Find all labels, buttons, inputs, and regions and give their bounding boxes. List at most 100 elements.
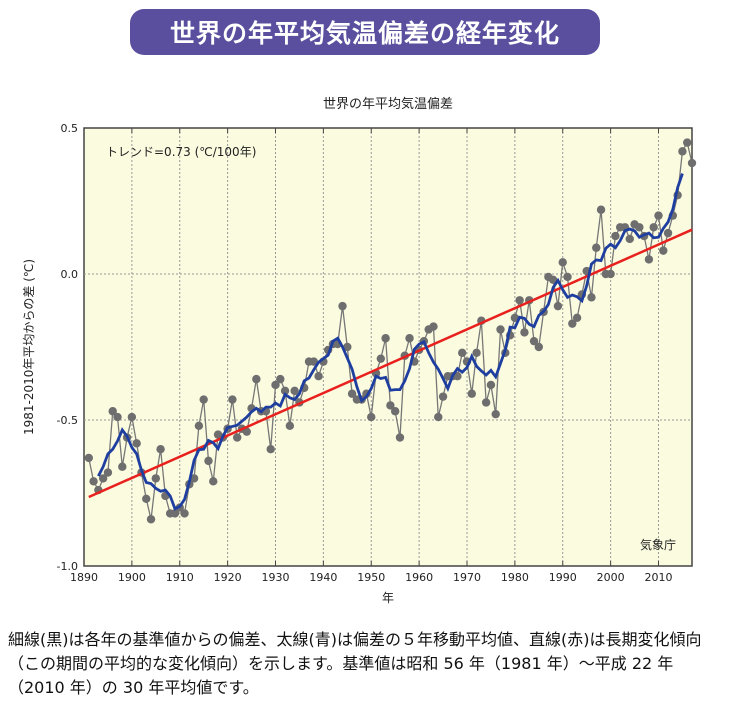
plot-area bbox=[83, 127, 693, 567]
data-point bbox=[405, 334, 414, 343]
data-point bbox=[376, 354, 386, 363]
data-point bbox=[367, 412, 376, 422]
data-point bbox=[347, 389, 357, 398]
data-point bbox=[113, 412, 122, 422]
data-point bbox=[242, 427, 251, 436]
data-point bbox=[338, 301, 347, 311]
data-point bbox=[390, 407, 400, 416]
y-tick-label: 0.5 bbox=[61, 122, 79, 135]
data-point bbox=[553, 301, 563, 311]
data-point bbox=[683, 138, 692, 147]
temperature-anomaly-chart: 世界の年平均気温偏差 1890 1900 1910 1920 1930 1940 1950 1… bbox=[22, 96, 697, 605]
credit-label: 気象庁 bbox=[640, 537, 676, 552]
caption: 細線(黒)は各年の基準値からの偏差、太線(青)は偏差の５年移動平均値、直線(赤)… bbox=[8, 630, 702, 697]
x-tick-label: 2000 bbox=[597, 571, 625, 584]
data-point bbox=[290, 386, 299, 395]
chart-title: 世界の年平均気温偏差 bbox=[323, 96, 453, 112]
x-tick-label: 1960 bbox=[405, 571, 433, 584]
data-point bbox=[199, 395, 208, 404]
data-point bbox=[663, 228, 673, 238]
data-point bbox=[89, 477, 98, 486]
data-point bbox=[84, 453, 93, 463]
data-point bbox=[118, 462, 127, 471]
data-point bbox=[146, 515, 156, 524]
data-point bbox=[132, 439, 141, 448]
x-tick-label: 1940 bbox=[309, 571, 337, 584]
data-point bbox=[596, 205, 606, 214]
data-point bbox=[481, 398, 491, 407]
data-point bbox=[386, 401, 395, 410]
data-point bbox=[180, 509, 189, 518]
data-point bbox=[285, 421, 295, 431]
data-point bbox=[232, 433, 242, 442]
data-point bbox=[563, 272, 572, 282]
x-tick-label: 1890 bbox=[70, 571, 98, 584]
y-tick-label: 0.0 bbox=[61, 268, 79, 281]
data-point bbox=[654, 211, 663, 220]
data-point bbox=[496, 325, 505, 334]
data-point bbox=[486, 380, 496, 390]
data-point bbox=[687, 158, 697, 168]
data-point bbox=[170, 509, 180, 518]
data-point bbox=[592, 243, 601, 252]
trend-line bbox=[88, 228, 693, 499]
data-point bbox=[151, 474, 161, 483]
data-point bbox=[103, 468, 113, 477]
data-point bbox=[309, 357, 318, 366]
x-tick-label: 1970 bbox=[453, 571, 481, 584]
data-point bbox=[429, 322, 438, 331]
x-tick-label: 1990 bbox=[549, 571, 577, 584]
data-point bbox=[515, 296, 524, 305]
data-point bbox=[625, 234, 634, 244]
x-tick-label: 1920 bbox=[214, 571, 242, 584]
data-point bbox=[644, 255, 654, 264]
data-point bbox=[189, 474, 199, 483]
data-point bbox=[194, 421, 204, 431]
data-point bbox=[587, 293, 596, 302]
data-point bbox=[635, 223, 644, 232]
x-tick-label: 1900 bbox=[118, 571, 146, 584]
data-point bbox=[659, 246, 668, 255]
data-point bbox=[108, 407, 117, 416]
data-point bbox=[343, 342, 352, 352]
x-tick-label: 1910 bbox=[166, 571, 194, 584]
data-point bbox=[381, 334, 390, 343]
x-tick-label: 1980 bbox=[501, 571, 529, 584]
data-point bbox=[276, 374, 285, 384]
data-point bbox=[529, 336, 539, 346]
x-tick-label: 1930 bbox=[261, 571, 289, 584]
y-tick-label: -0.5 bbox=[57, 414, 78, 427]
x-tick-label: 2010 bbox=[644, 571, 672, 584]
data-point bbox=[568, 319, 577, 328]
data-point bbox=[209, 477, 218, 486]
data-point bbox=[434, 412, 443, 422]
data-point bbox=[534, 342, 544, 352]
y-axis-label: 1981-2010年平均からの差 (℃) bbox=[22, 259, 36, 435]
data-point bbox=[467, 389, 476, 398]
data-point bbox=[266, 445, 275, 454]
data-point bbox=[678, 147, 687, 156]
data-point bbox=[271, 380, 280, 390]
data-point bbox=[472, 348, 481, 358]
data-point bbox=[156, 445, 165, 454]
data-point bbox=[558, 258, 567, 267]
data-point bbox=[572, 313, 582, 322]
banner-title: 世界の年平均気温偏差の経年変化 bbox=[130, 9, 600, 55]
data-point bbox=[491, 409, 500, 419]
data-point bbox=[228, 395, 237, 404]
data-point bbox=[204, 456, 213, 466]
data-point bbox=[142, 494, 151, 504]
data-point bbox=[520, 328, 529, 337]
data-point bbox=[611, 231, 620, 241]
data-point bbox=[280, 386, 290, 395]
data-point bbox=[98, 474, 108, 483]
y-tick-label: -1.0 bbox=[57, 560, 78, 573]
x-tick-label: 1950 bbox=[357, 571, 385, 584]
data-point bbox=[438, 392, 448, 401]
data-point bbox=[395, 433, 405, 442]
moving-average-line bbox=[97, 173, 684, 511]
data-point bbox=[606, 269, 615, 279]
data-point bbox=[252, 374, 261, 384]
trend-annotation: トレンド=0.73 (℃/100年) bbox=[106, 145, 256, 159]
data-point bbox=[127, 412, 137, 422]
